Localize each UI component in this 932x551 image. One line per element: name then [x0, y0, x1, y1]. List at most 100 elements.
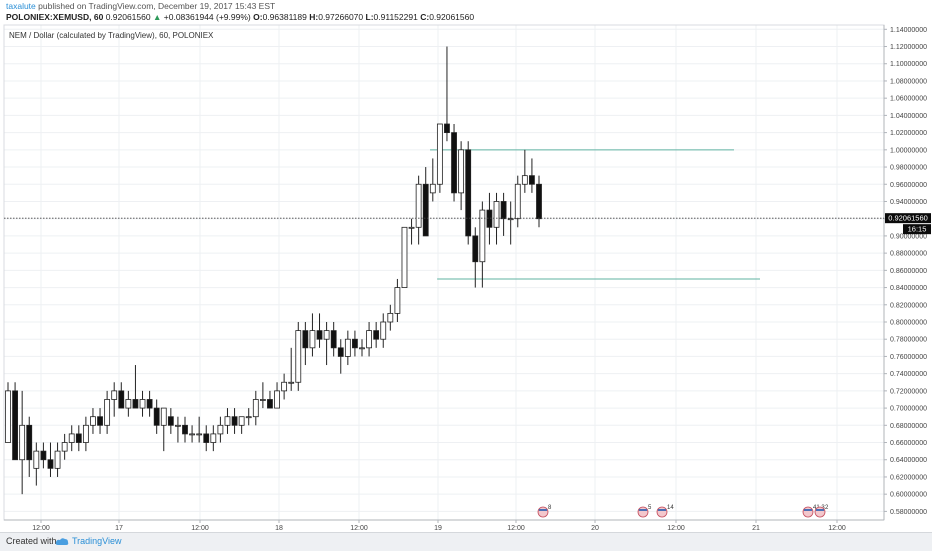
x-tick-label: 12:00	[828, 525, 846, 532]
x-tick-label: 12:00	[350, 525, 368, 532]
open-label: O:	[253, 12, 263, 22]
low-label: L:	[365, 12, 374, 22]
author-link[interactable]: taxalute	[6, 1, 36, 11]
close-value: 0.92061560	[429, 12, 475, 22]
open-value: 0.96381189	[262, 12, 307, 22]
svg-text:16:15: 16:15	[908, 225, 927, 234]
candle-up	[5, 390, 11, 443]
footer-bar: Created with TradingView	[0, 532, 932, 551]
candle-down	[153, 407, 160, 426]
candle-down	[118, 390, 125, 409]
candle-down	[146, 399, 153, 409]
y-tick-label: 0.82000000	[890, 302, 927, 309]
event-marker-icon[interactable]: 8	[537, 505, 552, 518]
candle-up	[252, 399, 259, 418]
candles	[5, 46, 542, 495]
candle-up	[295, 330, 302, 383]
event-markers[interactable]: 851441,32	[537, 505, 829, 518]
candle-up	[288, 381, 295, 384]
candle-down	[26, 424, 33, 461]
candle-up	[61, 442, 68, 452]
symbol-name[interactable]: POLONIEX:XEMUSD, 60	[6, 12, 104, 22]
change-value: +0.08361944 (+9.99%)	[163, 12, 251, 22]
candle-down	[451, 132, 457, 194]
close-label: C:	[420, 12, 430, 22]
candle-up	[344, 338, 351, 357]
chart[interactable]: NEM / Dollar (calculated by TradingView)…	[0, 0, 932, 532]
svg-text:0.92061560: 0.92061560	[888, 214, 928, 223]
y-tick-label: 0.94000000	[890, 199, 927, 206]
price-axis[interactable]: 1.14000000 1.12000000 1.10000000 1.08000000…	[884, 27, 927, 516]
y-tick-label: 1.04000000	[890, 113, 927, 120]
candle-up	[82, 424, 89, 443]
candle-up	[238, 416, 245, 426]
low-value: 0.91152291	[373, 12, 418, 22]
candle-down	[536, 183, 542, 220]
y-tick-label: 0.70000000	[890, 406, 927, 413]
candle-up	[387, 312, 394, 323]
up-arrow-icon: ▲	[152, 12, 162, 22]
tradingview-logo-text[interactable]: TradingView	[72, 536, 122, 546]
candle-down	[500, 201, 507, 220]
publish-line: taxalute published on TradingView.com, D…	[6, 1, 275, 11]
candle-up	[210, 433, 217, 443]
y-tick-label: 0.78000000	[890, 337, 927, 344]
candle-down	[267, 399, 273, 409]
candle-down	[47, 459, 54, 469]
event-marker-icon[interactable]: 5	[637, 505, 652, 518]
event-flag-icon	[802, 506, 814, 518]
candle-down	[352, 338, 358, 349]
candle-up	[90, 416, 96, 426]
event-count: 2	[825, 505, 829, 511]
candle-up	[104, 399, 111, 426]
event-flag-icon	[656, 506, 668, 518]
x-tick-label: 12:00	[32, 525, 50, 532]
y-tick-label: 0.64000000	[890, 457, 927, 464]
high-value: 0.97266070	[318, 12, 364, 22]
event-marker-icon[interactable]: 2	[814, 505, 829, 518]
candle-down	[203, 433, 210, 443]
candle-up	[245, 416, 252, 419]
created-with-text: Created with	[6, 536, 57, 546]
candle-up	[415, 183, 422, 228]
candle-down	[444, 123, 450, 134]
y-tick-label: 0.58000000	[890, 509, 927, 516]
candle-down	[302, 330, 309, 349]
candle-down	[529, 175, 535, 185]
candle-up	[281, 381, 288, 392]
chart-svg[interactable]: NEM / Dollar (calculated by TradingView)…	[0, 0, 932, 532]
x-tick-label: 20	[591, 525, 599, 532]
event-flag-icon	[814, 506, 826, 518]
horizontal-levels	[430, 149, 760, 280]
candle-up	[479, 209, 486, 263]
candle-up	[224, 416, 231, 426]
y-tick-label: 1.08000000	[890, 78, 927, 85]
candle-down	[330, 330, 337, 349]
candle-up	[19, 424, 26, 461]
event-marker-icon[interactable]: 14	[656, 505, 674, 518]
candle-up	[125, 399, 132, 409]
y-tick-label: 0.86000000	[890, 268, 927, 275]
event-flag-icon	[637, 506, 649, 518]
x-tick-label: 18	[275, 525, 283, 532]
last-price-label: 0.92061560 16:15	[885, 213, 931, 235]
candle-down	[465, 149, 472, 237]
candle-up	[408, 226, 415, 229]
candle-up	[189, 433, 195, 436]
event-flag-stripe	[639, 509, 647, 511]
time-axis[interactable]: 12:00 17 12:00 18 12:00 19 12:00 20 12:00 21 12:00	[32, 520, 846, 532]
candle-up	[274, 390, 280, 409]
y-tick-label: 0.84000000	[890, 285, 927, 292]
x-tick-label: 21	[752, 525, 760, 532]
candle-down	[337, 347, 344, 357]
tradingview-cloud-icon	[55, 538, 69, 545]
chart-title: NEM / Dollar (calculated by TradingView)…	[9, 31, 214, 40]
publish-text: published on TradingView.com, December 1…	[35, 1, 276, 11]
candle-up	[139, 399, 146, 409]
candle-up	[394, 287, 401, 314]
candle-up	[366, 330, 372, 349]
y-tick-label: 0.96000000	[890, 182, 927, 189]
high-label: H:	[309, 12, 319, 22]
candle-up	[323, 330, 330, 340]
event-flag-stripe	[539, 509, 547, 511]
